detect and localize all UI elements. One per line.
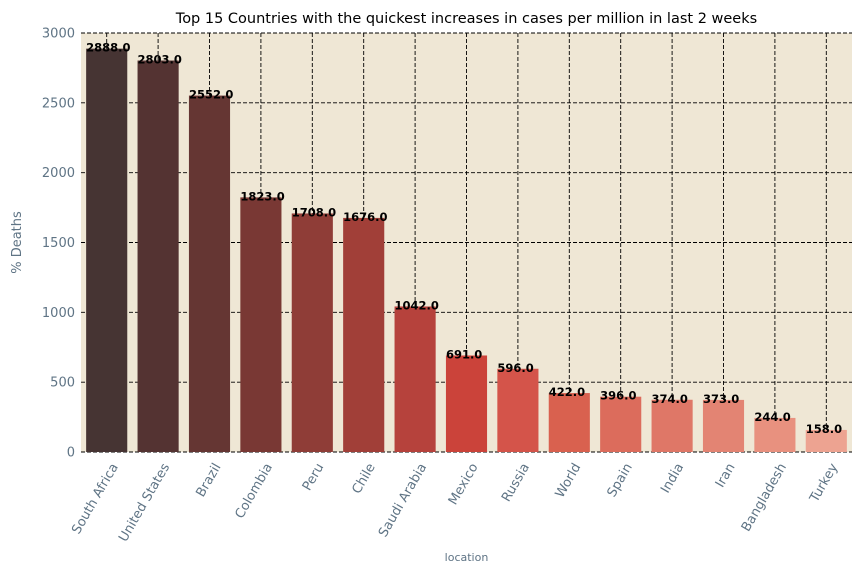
bar	[291, 213, 333, 452]
bar-value-label: 2888.0	[86, 41, 130, 55]
bar-value-label: 158.0	[806, 422, 842, 436]
bar	[548, 393, 590, 452]
bar	[343, 217, 385, 452]
bar	[702, 399, 745, 452]
bar-value-label: 2552.0	[189, 88, 233, 102]
x-tick-label: Iran	[713, 461, 739, 490]
bar	[445, 355, 488, 452]
bars	[86, 48, 847, 452]
bar-value-label: 373.0	[703, 392, 739, 406]
x-tick-label: South Africa	[69, 461, 121, 537]
y-tick-label: 3000	[42, 27, 75, 42]
x-tick-label: Russia	[499, 461, 533, 505]
x-tick-label: Chile	[350, 461, 379, 497]
x-tick-label: Saudi Arabia	[376, 461, 430, 540]
bar	[651, 399, 693, 452]
x-tick-label: India	[658, 461, 687, 496]
bar	[86, 48, 128, 452]
x-tick-label: World	[553, 461, 585, 501]
bar-value-label: 1042.0	[395, 298, 439, 312]
y-tick-label: 1000	[42, 306, 75, 321]
x-axis-label: location	[445, 551, 489, 564]
x-tick-label: Colombia	[232, 461, 276, 521]
bar	[137, 60, 179, 452]
bar	[240, 197, 282, 452]
x-tick-label: Mexico	[446, 461, 482, 508]
value-labels: 2888.0 2803.0 2552.0 1823.0 1708.0 1676.0 1042…	[86, 41, 842, 436]
chart-title: Top 15 Countries with the quickest incre…	[175, 11, 757, 27]
bar-value-label: 596.0	[497, 361, 533, 375]
y-axis-ticks: 0 500 1000 1500 2000 2500 3000	[42, 27, 75, 461]
y-tick-label: 0	[67, 446, 75, 461]
y-tick-label: 2500	[42, 96, 75, 111]
bar-value-label: 244.0	[754, 410, 790, 424]
bar-value-label: 1823.0	[240, 189, 284, 203]
x-tick-label: Turkey	[807, 461, 842, 506]
bar-value-label: 374.0	[652, 392, 688, 406]
bar-value-label: 396.0	[600, 389, 636, 403]
x-tick-label: Bangladesh	[739, 461, 790, 535]
bar-value-label: 1708.0	[292, 205, 336, 219]
bar	[188, 95, 231, 452]
bar-value-label: 2803.0	[138, 53, 182, 67]
bar-value-label: 1676.0	[343, 210, 387, 224]
bar	[497, 368, 539, 452]
y-tick-label: 2000	[42, 166, 75, 181]
y-axis-label: % Deaths	[10, 211, 25, 274]
x-tick-label: Brazil	[193, 461, 224, 500]
bar	[394, 306, 436, 452]
y-tick-label: 500	[50, 376, 75, 391]
bar-value-label: 422.0	[549, 385, 585, 399]
y-tick-label: 1500	[42, 236, 75, 251]
bar	[805, 429, 847, 452]
x-tick-label: Spain	[605, 461, 636, 500]
x-tick-label: United States	[116, 461, 173, 545]
bar	[600, 396, 642, 452]
x-tick-label: Peru	[300, 461, 327, 494]
bar	[754, 417, 796, 452]
bar-value-label: 691.0	[446, 347, 482, 361]
